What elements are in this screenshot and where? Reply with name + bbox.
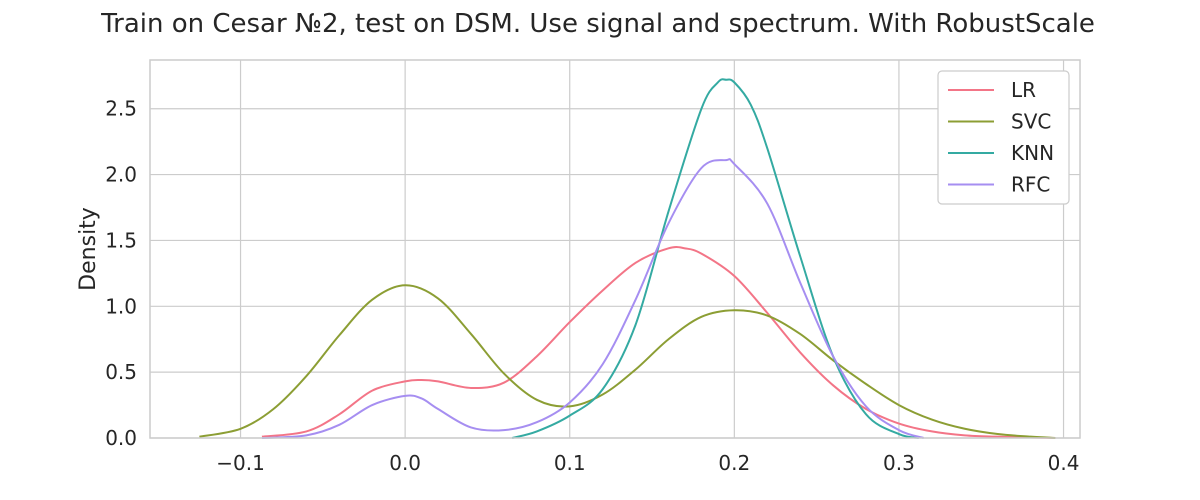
series-line-lr — [261, 246, 1056, 439]
x-tick-label: 0.0 — [389, 451, 421, 475]
y-tick-label: 0.0 — [105, 426, 137, 450]
legend-label-knn: KNN — [1011, 141, 1054, 165]
x-tick-label: 0.3 — [883, 451, 915, 475]
y-tick-label: 0.5 — [105, 360, 137, 384]
legend-label-rfc: RFC — [1011, 173, 1050, 197]
x-tick-label: 0.2 — [718, 451, 750, 475]
x-tick-label: 0.1 — [554, 451, 586, 475]
chart-title: Train on Cesar №2, test on DSM. Use sign… — [100, 9, 1095, 39]
x-tick-label: 0.4 — [1048, 451, 1080, 475]
series-line-knn — [511, 78, 919, 439]
series-line-rfc — [261, 158, 924, 439]
legend: LR SVC KNN RFC — [937, 70, 1070, 205]
series-line-svc — [199, 284, 1056, 439]
y-tick-label: 2.0 — [105, 163, 137, 187]
y-tick-label: 1.5 — [105, 228, 137, 252]
x-tick-label: −0.1 — [216, 451, 265, 475]
plot-frame — [149, 59, 1081, 439]
legend-label-svc: SVC — [1011, 110, 1051, 134]
y-axis-ticks: 0.0 0.5 1.0 1.5 2.0 2.5 — [105, 97, 137, 450]
y-axis-label: Density — [76, 207, 101, 291]
series-lines — [199, 78, 1056, 439]
legend-label-lr: LR — [1011, 78, 1036, 102]
y-tick-label: 2.5 — [105, 97, 137, 121]
x-axis-ticks: −0.1 0.0 0.1 0.2 0.3 0.4 — [216, 451, 1079, 475]
y-tick-label: 1.0 — [105, 294, 137, 318]
legend-box — [937, 70, 1070, 205]
